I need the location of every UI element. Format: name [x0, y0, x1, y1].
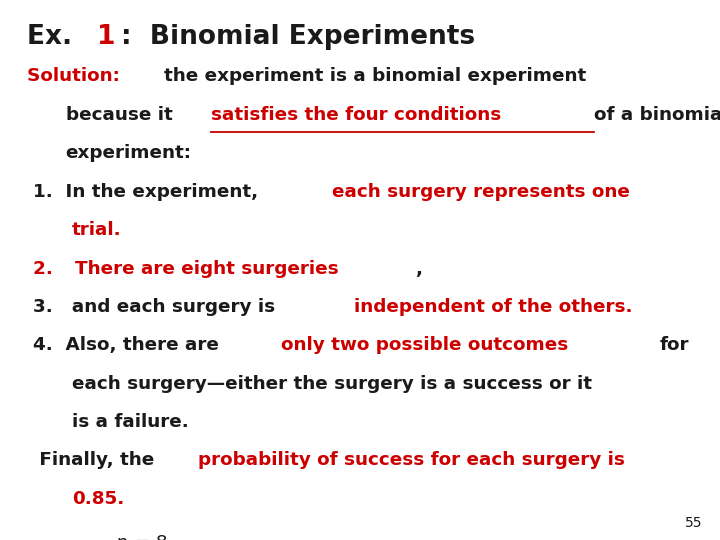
Text: because it: because it [66, 106, 179, 124]
Text: Solution:: Solution: [27, 68, 133, 85]
Text: There are eight surgeries: There are eight surgeries [75, 260, 339, 278]
Text: 55: 55 [685, 516, 702, 530]
Text: is a failure.: is a failure. [72, 413, 189, 431]
Text: n = 8: n = 8 [117, 534, 168, 540]
Text: only two possible outcomes: only two possible outcomes [282, 336, 575, 354]
Text: for: for [660, 336, 690, 354]
Text: probability of success for each surgery is: probability of success for each surgery … [198, 451, 625, 469]
Text: each surgery—either the surgery is a success or it: each surgery—either the surgery is a suc… [72, 375, 592, 393]
Text: independent of the others.: independent of the others. [354, 298, 632, 316]
Text: ,: , [415, 260, 423, 278]
Text: 1.  In the experiment,: 1. In the experiment, [33, 183, 265, 201]
Text: :  Binomial Experiments: : Binomial Experiments [121, 24, 475, 50]
Text: 1: 1 [97, 24, 116, 50]
Text: the experiment is a binomial experiment: the experiment is a binomial experiment [163, 68, 586, 85]
Text: Ex.: Ex. [27, 24, 81, 50]
Text: satisfies the four conditions: satisfies the four conditions [212, 106, 508, 124]
Text: Finally, the: Finally, the [33, 451, 161, 469]
Text: 2.: 2. [33, 260, 66, 278]
Text: 0.85.: 0.85. [72, 490, 125, 508]
Text: 3.   and each surgery is: 3. and each surgery is [33, 298, 282, 316]
Text: trial.: trial. [72, 221, 122, 239]
Text: each surgery represents one: each surgery represents one [332, 183, 630, 201]
Text: 4.  Also, there are: 4. Also, there are [33, 336, 225, 354]
Text: experiment:: experiment: [66, 144, 192, 162]
Text: of a binomial: of a binomial [594, 106, 720, 124]
